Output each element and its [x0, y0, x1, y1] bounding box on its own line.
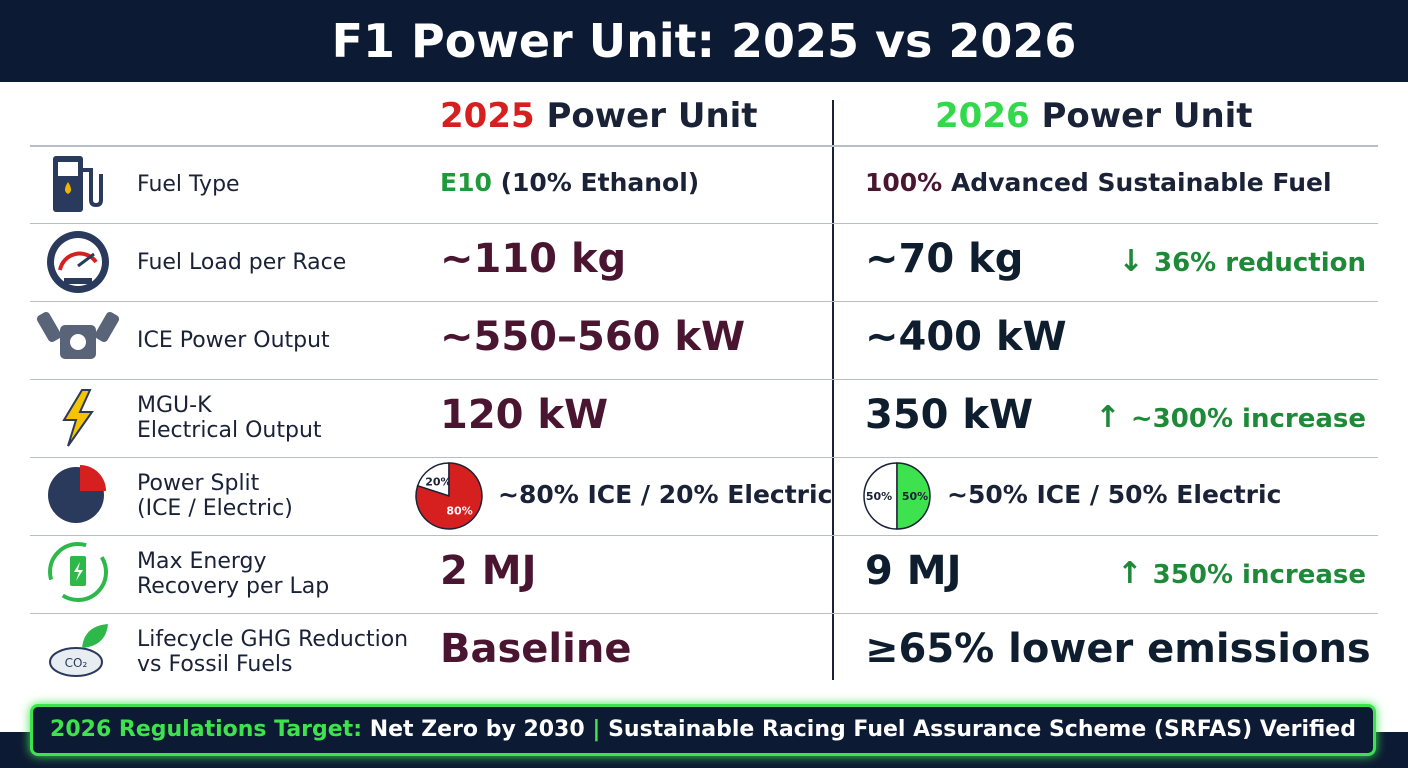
cell-value: ~50% ICE / 50% Electric [947, 480, 1281, 509]
row-label: Power Split (ICE / Electric) [137, 471, 293, 521]
arrow: ↑ [1117, 556, 1153, 591]
pie-icon [48, 465, 106, 523]
pie: 50% 50% [863, 462, 931, 530]
footer: 2026 Regulations Target: Net Zero by 203… [30, 704, 1376, 756]
pie-slice [863, 462, 898, 530]
row-line [30, 301, 1378, 302]
footer-highlight: 2026 Regulations Target: [50, 717, 363, 742]
value-highlight: E10 [440, 168, 492, 197]
note-text: 36% reduction [1154, 248, 1366, 278]
value-text: ~110 kg [440, 236, 627, 282]
value-text: Baseline [440, 626, 632, 672]
label-line: (ICE / Electric) [137, 496, 293, 521]
row-label: Fuel Type [137, 172, 240, 197]
value-text: 2 MJ [440, 548, 537, 594]
note-text: 350% increase [1152, 560, 1366, 590]
column-header: 2026 Power Unit [935, 96, 1253, 136]
row-line [30, 613, 1378, 614]
row-line [30, 223, 1378, 224]
pie-label: 50% [902, 490, 928, 503]
pie-label: 50% [866, 490, 892, 503]
row-label: Max Energy Recovery per Lap [137, 549, 329, 599]
cell-value: ~70 kg [865, 236, 1023, 282]
label-line: ICE Power Output [137, 327, 330, 353]
cell-value: 100% Advanced Sustainable Fuel [865, 168, 1332, 197]
label-line: Electrical Output [137, 418, 322, 443]
pie-label: 80% [446, 505, 472, 518]
label-line: Recovery per Lap [137, 574, 330, 599]
cell-value: 2 MJ [440, 548, 536, 594]
pie: 20% 80% [415, 462, 483, 530]
arrow: ↑ [1095, 400, 1131, 435]
value-text: Advanced Sustainable Fuel [950, 168, 1332, 197]
year: 2025 [440, 96, 535, 136]
value-text: ~70 kg [865, 236, 1024, 282]
value-text: 120 kW [440, 392, 609, 438]
note-text: ~300% increase [1130, 404, 1366, 434]
row-label: Lifecycle GHG Reduction vs Fossil Fuels [137, 627, 408, 677]
row-label: ICE Power Output [137, 328, 330, 353]
footer-text: Net Zero by 2030 [369, 717, 585, 742]
change-note: ↑ ~300% increase [1095, 400, 1366, 435]
pie-slice [896, 462, 931, 530]
column-header: 2025 Power Unit [440, 96, 758, 136]
pie-label: 20% [425, 475, 451, 488]
cell-value: ~110 kg [440, 236, 626, 282]
value-text: 9 MJ [865, 548, 962, 594]
co2-icon: CO₂ [49, 624, 108, 677]
icons: CO₂ [36, 156, 120, 677]
svg-text:CO₂: CO₂ [65, 656, 88, 670]
pie-slice [415, 462, 483, 530]
label: Power Unit [1041, 96, 1253, 136]
divider [832, 100, 834, 680]
label-line: Power Split [137, 471, 260, 496]
change-note: ↑ 350% increase [1117, 556, 1366, 591]
cell-value: ~550–560 kW [440, 314, 745, 360]
engine-icon [36, 311, 120, 359]
cell-value: E10 (10% Ethanol) [440, 168, 699, 197]
label-line: Max Energy [137, 549, 267, 574]
change-note: ↓ 36% reduction [1118, 244, 1366, 279]
label-line: vs Fossil Fuels [137, 652, 293, 677]
value-text: (10% Ethanol) [500, 168, 700, 197]
cell-value: ≥65% lower emissions [865, 626, 1371, 672]
cell-value: 9 MJ [865, 548, 961, 594]
year: 2026 [935, 96, 1030, 136]
gauge-icon [47, 231, 109, 293]
bolt-icon [62, 389, 94, 447]
value-text: ~50% ICE / 50% Electric [947, 480, 1282, 509]
label-line: MGU-K [137, 393, 212, 418]
title: F1 Power Unit: 2025 vs 2026 [0, 0, 1408, 82]
row-line [30, 145, 1378, 147]
row-line [30, 535, 1378, 536]
label-line: Fuel Load per Race [137, 249, 347, 275]
value-text: ~80% ICE / 20% Electric [498, 480, 833, 509]
row-line [30, 379, 1378, 380]
battery-icon [48, 542, 108, 602]
label-line: Fuel Type [137, 171, 240, 197]
label: Power Unit [546, 96, 758, 136]
arrow: ↓ [1118, 244, 1154, 279]
cell-value: 350 kW [865, 392, 1033, 438]
value-text: 350 kW [865, 392, 1034, 438]
value-text: ≥65% lower emissions [865, 626, 1371, 672]
value-highlight: 100% [865, 168, 943, 197]
separator: | [592, 717, 601, 742]
cell-value: Baseline [440, 626, 631, 672]
row-label: MGU-K Electrical Output [137, 393, 322, 443]
value-text: ~550–560 kW [440, 314, 746, 360]
cell-value: 120 kW [440, 392, 608, 438]
fuel-icon [53, 156, 103, 212]
cell-value: ~80% ICE / 20% Electric [498, 480, 832, 509]
value-text: ~400 kW [865, 314, 1067, 360]
cell-value: ~400 kW [865, 314, 1067, 360]
row-label: Fuel Load per Race [137, 250, 346, 275]
row-line [30, 457, 1378, 458]
footer-text: Sustainable Racing Fuel Assurance Scheme… [608, 717, 1356, 742]
label-line: Lifecycle GHG Reduction [137, 627, 409, 652]
